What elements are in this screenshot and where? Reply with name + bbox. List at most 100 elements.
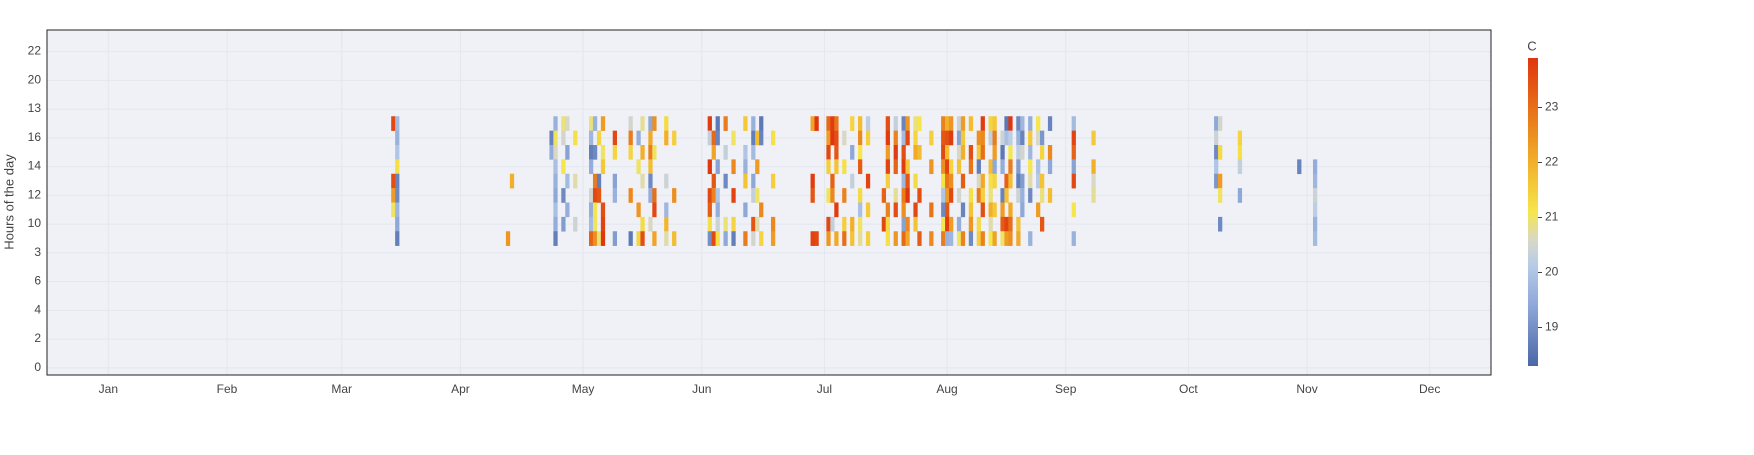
- heatmap-cell: [830, 188, 835, 203]
- colorbar-tick-label: 20: [1545, 265, 1559, 279]
- heatmap-cell: [956, 145, 962, 160]
- colorbar-tick-label: 23: [1545, 100, 1559, 114]
- heatmap-cell: [731, 188, 736, 203]
- heatmap-cell: [945, 159, 950, 175]
- heatmap-cell: [600, 145, 606, 160]
- heatmap-cell: [652, 202, 657, 218]
- heatmap-cell: [640, 116, 645, 131]
- heatmap-cell: [573, 173, 578, 189]
- heatmap-cell: [509, 173, 515, 189]
- x-tick-label: Dec: [1419, 382, 1440, 396]
- heatmap-cell: [1047, 159, 1053, 175]
- heatmap-cell: [865, 130, 871, 146]
- heatmap-cell: [1028, 145, 1033, 160]
- heatmap-cell: [960, 231, 966, 246]
- heatmap-cell: [941, 202, 946, 218]
- heatmap-cell: [814, 231, 819, 246]
- heatmap-cell: [1008, 231, 1013, 246]
- heatmap-cell: [992, 173, 997, 189]
- heatmap-cell: [901, 159, 906, 175]
- heatmap-cell: [980, 145, 985, 160]
- heatmap-cell: [1008, 130, 1013, 146]
- heatmap-cell: [664, 173, 669, 189]
- heatmap-cell: [1000, 145, 1005, 160]
- heatmap-cell: [945, 202, 950, 218]
- heatmap-cell: [949, 159, 954, 175]
- heatmap-cell: [553, 202, 558, 218]
- heatmap-cell: [988, 188, 993, 203]
- heatmap-cell: [731, 159, 736, 175]
- heatmap-cell: [596, 173, 602, 189]
- heatmap-cell: [905, 159, 910, 175]
- heatmap-cell: [858, 231, 863, 246]
- heatmap-cell: [842, 188, 847, 203]
- y-tick-label: 12: [28, 187, 42, 201]
- heatmap-cell: [850, 116, 855, 131]
- heatmap-cell: [1000, 130, 1005, 146]
- heatmap-cell: [945, 188, 950, 203]
- heatmap-cell: [588, 145, 594, 160]
- heatmap-cell: [1004, 130, 1009, 146]
- heatmap-cell: [565, 116, 570, 131]
- heatmap-cell: [1047, 145, 1053, 160]
- heatmap-cell: [1237, 130, 1243, 146]
- heatmap-cell: [968, 188, 974, 203]
- heatmap-cell: [1004, 173, 1009, 189]
- heatmap-cell: [858, 202, 863, 218]
- heatmap-cell: [830, 116, 835, 131]
- heatmap-cell: [755, 130, 760, 146]
- heatmap-cell: [751, 231, 756, 246]
- heatmap-cell: [865, 231, 871, 246]
- heatmap-cell: [1000, 202, 1005, 218]
- heatmap-cell: [945, 173, 950, 189]
- heatmap-cell: [636, 231, 641, 246]
- heatmap-cell: [707, 116, 712, 131]
- heatmap-cell: [648, 145, 653, 160]
- heatmap-cell: [885, 216, 890, 232]
- heatmap-cell: [941, 145, 946, 160]
- heatmap-cell: [731, 231, 736, 246]
- heatmap-cell: [913, 173, 918, 189]
- heatmap-cell: [1214, 130, 1219, 146]
- heatmap-cell: [731, 130, 736, 146]
- heatmap-cell: [1039, 130, 1045, 146]
- heatmap-cell: [893, 188, 898, 203]
- heatmap-cell: [949, 231, 954, 246]
- heatmap-cell: [1047, 188, 1053, 203]
- heatmap-cell: [573, 130, 578, 146]
- heatmap-cell: [956, 231, 962, 246]
- heatmap-cell: [1039, 173, 1045, 189]
- x-tick-label: Aug: [936, 382, 957, 396]
- y-axis-title: Hours of the day: [1, 154, 16, 250]
- heatmap-cell: [553, 188, 558, 203]
- heatmap-cell: [1036, 202, 1041, 218]
- heatmap-cell: [1008, 159, 1013, 175]
- heatmap-cell: [652, 231, 657, 246]
- heatmap-cell: [600, 159, 606, 175]
- heatmap-cell: [826, 188, 831, 203]
- heatmap-cell: [941, 173, 946, 189]
- heatmap-cell: [731, 216, 736, 232]
- heatmap-cell: [707, 231, 712, 246]
- heatmap-cell: [640, 145, 645, 160]
- heatmap-cell: [917, 188, 922, 203]
- heatmap-cell: [858, 159, 863, 175]
- heatmap-cell: [759, 231, 764, 246]
- heatmap-cell: [929, 231, 934, 246]
- heatmap-cell: [549, 145, 554, 160]
- heatmap-cell: [834, 159, 839, 175]
- heatmap-cell: [1036, 159, 1041, 175]
- heatmap-cell: [893, 202, 898, 218]
- heatmap-cell: [395, 116, 400, 131]
- heatmap-cell: [561, 130, 566, 146]
- heatmap-cell: [751, 145, 756, 160]
- y-tick-label: 14: [28, 159, 42, 173]
- heatmap-cell: [743, 231, 748, 246]
- heatmap-cell: [842, 216, 847, 232]
- heatmap-cell: [612, 188, 617, 203]
- heatmap-cell: [858, 130, 863, 146]
- heatmap-cell: [751, 188, 756, 203]
- heatmap-cell: [1312, 173, 1318, 189]
- heatmap-cell: [976, 159, 981, 175]
